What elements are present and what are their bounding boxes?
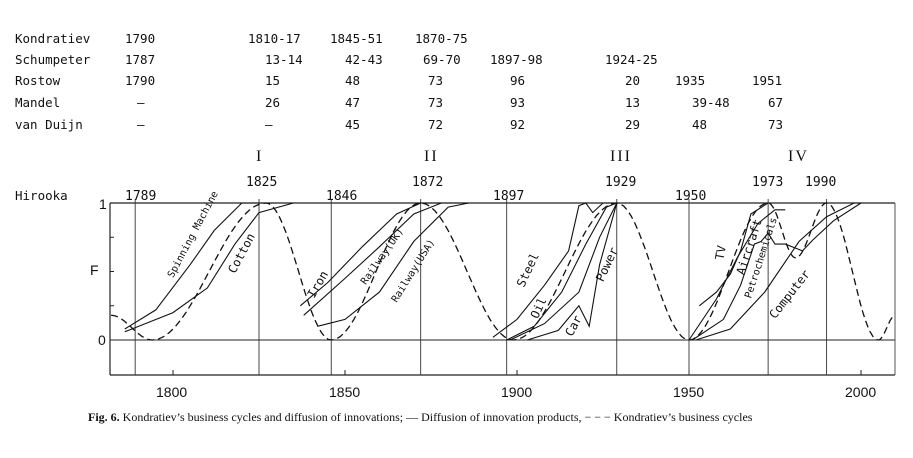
table-cell: 13 [625, 95, 641, 110]
trough-year: 1846 [326, 189, 358, 204]
table-cell: 1810-17 [248, 31, 301, 46]
caption-label: Fig. 6. [88, 410, 120, 424]
trough-year: 1897 [493, 189, 525, 204]
series-label: Car [562, 313, 585, 339]
table-cell: 48 [692, 117, 708, 132]
table-cell: 48 [345, 73, 361, 88]
series-line-computer [695, 202, 861, 341]
series-line-steel [492, 202, 617, 338]
table-cell: 73 [428, 73, 444, 88]
table-cell: 13-14 [265, 52, 303, 67]
series-label: Cotton [225, 231, 258, 276]
series-line-railway-uk- [303, 202, 466, 316]
series-label: Oil [528, 295, 550, 321]
series-line-petrochemicals [692, 202, 862, 341]
cycle-label: IV [788, 148, 809, 165]
series-label: Computer [766, 267, 813, 321]
peak-year: 1825 [246, 175, 278, 190]
table-cell: 93 [510, 95, 526, 110]
hirooka-label: Hirooka [15, 188, 68, 203]
table-cell: 73 [428, 95, 444, 110]
row-label: Kondratiev [15, 31, 91, 46]
peak-year: 1990 [805, 175, 837, 190]
y-tick-label: 1 [99, 196, 107, 212]
table-cell: 29 [625, 117, 641, 132]
table-cell: 1897-98 [490, 52, 543, 67]
cycle-label: I [256, 148, 264, 165]
x-tick-label: 1850 [329, 384, 361, 400]
table-cell: 69-70 [423, 52, 461, 67]
y-tick-label: 0 [98, 332, 106, 348]
x-tick-label: 2000 [845, 384, 877, 400]
table-cell: 92 [510, 117, 526, 132]
table-cell: — [265, 117, 273, 132]
table-cell: 96 [510, 73, 526, 88]
table-cell: — [137, 95, 145, 110]
table-cell: 1787 [125, 52, 156, 67]
table-cell: 47 [345, 95, 361, 110]
peak-year: 1872 [412, 175, 444, 190]
table-cell: 1935 [675, 73, 706, 88]
series-label: Steel [514, 251, 542, 290]
series-label: Iron [305, 268, 332, 300]
caption-text: Kondratiev’s business cycles and diffusi… [119, 410, 753, 424]
table-cell: 1845-51 [330, 31, 383, 46]
table-cell: 26 [265, 95, 281, 110]
table-cell: 1790 [125, 73, 156, 88]
table-cell: 1951 [752, 73, 783, 88]
peak-year: 1929 [605, 175, 637, 190]
series-line-car [527, 202, 618, 341]
figure-caption: Fig. 6. Kondratiev’s business cycles and… [88, 410, 752, 425]
series-line-cotton [124, 202, 294, 333]
table-cell: 20 [625, 73, 641, 88]
trough-year: 1950 [675, 189, 707, 204]
x-tick-label: 1900 [501, 384, 533, 400]
series-label: Railway(UK) [359, 226, 406, 287]
x-tick-label: 1950 [673, 384, 705, 400]
series-line-aircraft [688, 209, 786, 341]
table-cell: 39-48 [692, 95, 730, 110]
y-axis-label: F [90, 262, 99, 278]
series-line-railway-usa- [317, 202, 469, 327]
table-cell: 42-43 [345, 52, 383, 67]
table-cell: 15 [265, 73, 281, 88]
peak-year: 1973 [752, 175, 784, 190]
table-cell: 1870-75 [415, 31, 468, 46]
series-line-power [509, 202, 618, 341]
series-label: Railway(USA) [390, 237, 438, 304]
series-label: TV [713, 244, 729, 261]
row-label: van Duijn [15, 117, 83, 132]
table-cell: 73 [768, 117, 784, 132]
table-cell: 45 [345, 117, 361, 132]
cycle-label: III [610, 148, 632, 165]
series-line-spinning-machine [124, 202, 277, 330]
table-cell: 72 [428, 117, 444, 132]
cycle-label: II [424, 148, 439, 165]
series-line-iron [299, 202, 449, 307]
row-label: Rostow [15, 73, 61, 88]
x-tick-label: 1800 [156, 384, 188, 400]
series-line-tv [698, 202, 769, 307]
series-line-oil [506, 202, 618, 341]
trough-year: 1789 [125, 189, 157, 204]
table-cell: 1790 [125, 31, 156, 46]
row-label: Mandel [15, 95, 61, 110]
row-label: Schumpeter [15, 52, 91, 67]
table-cell: 1924-25 [605, 52, 658, 67]
table-cell: — [137, 117, 145, 132]
table-cell: 67 [768, 95, 784, 110]
